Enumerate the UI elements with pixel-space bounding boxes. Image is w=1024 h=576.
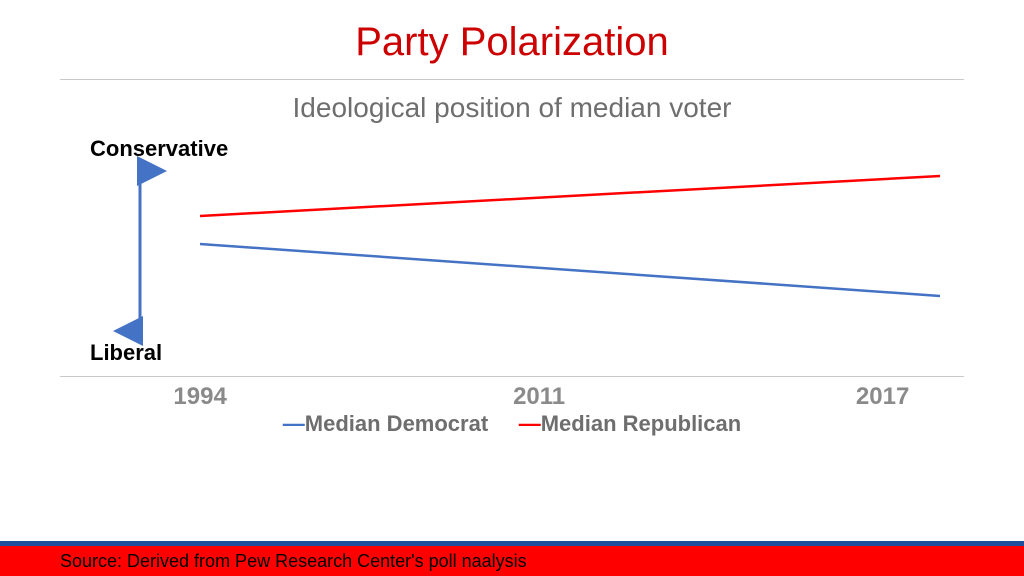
chart-area: Conservative Liberal (60, 136, 964, 376)
x-ticks: 1994 2011 2017 (60, 383, 964, 413)
divider-bottom (60, 376, 964, 377)
x-tick-0: 1994 (173, 383, 226, 411)
subtitle: Ideological position of median voter (0, 80, 1024, 136)
legend-dash-democrat: — (283, 411, 305, 436)
x-tick-2: 2017 (856, 383, 909, 411)
source-bar: Source: Derived from Pew Research Center… (0, 546, 1024, 576)
legend-label-democrat: Median Democrat (305, 411, 488, 436)
series-line-0 (200, 176, 940, 216)
x-tick-1: 2011 (513, 383, 565, 411)
page-title: Party Polarization (0, 0, 1024, 79)
legend: —Median Democrat —Median Republican (0, 411, 1024, 437)
chart-svg (60, 136, 964, 376)
source-text: Source: Derived from Pew Research Center… (60, 551, 527, 572)
legend-dash-republican: — (519, 411, 541, 436)
series-line-1 (200, 244, 940, 296)
legend-label-republican: Median Republican (541, 411, 741, 436)
